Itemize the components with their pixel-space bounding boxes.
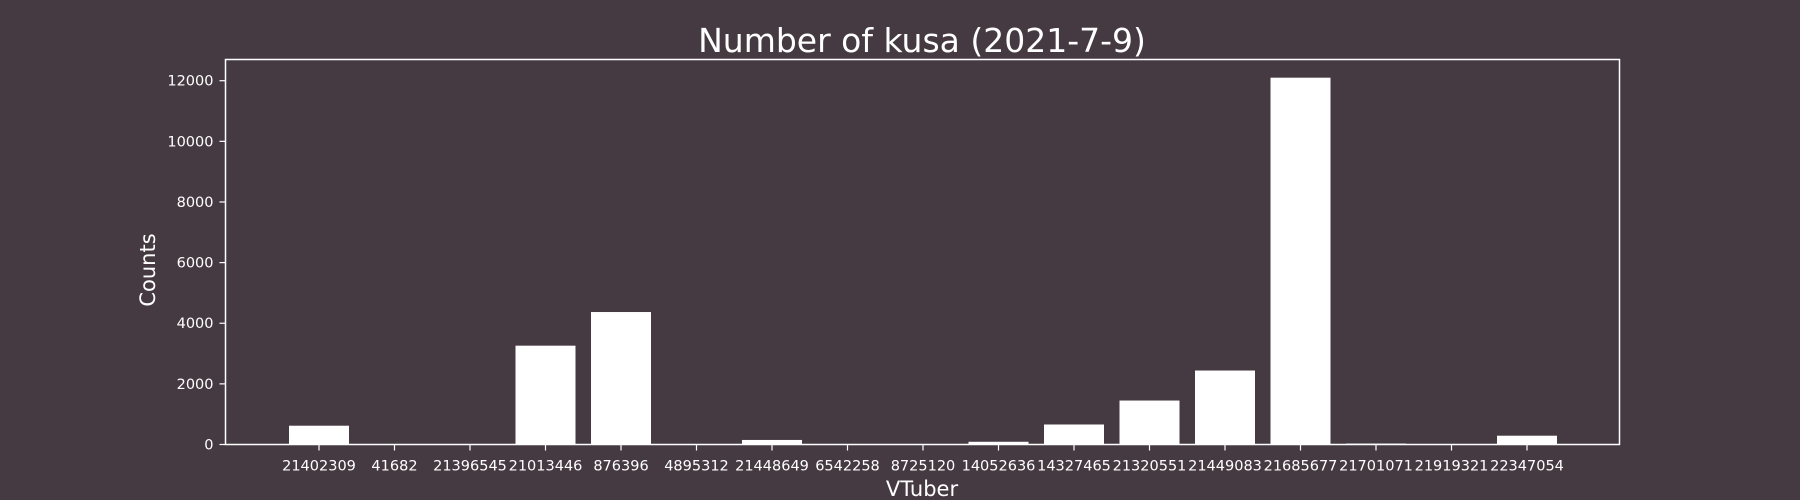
x-tick-label: 21402309 (282, 459, 356, 475)
chart-title: Number of kusa (2021-7-9) (698, 21, 1146, 60)
plot-area-frame (224, 58, 1621, 446)
x-tick-label: 21701071 (1339, 459, 1413, 475)
y-tick-label: 8000 (177, 195, 214, 211)
bar-series (289, 77, 1557, 445)
bar-21448649 (742, 439, 802, 445)
bar-21320551 (1119, 400, 1180, 445)
bar-22347054 (1497, 435, 1557, 445)
x-tick-label: 6542258 (815, 459, 880, 475)
x-tick-label: 21448649 (735, 459, 809, 475)
bar-14327465 (1044, 424, 1104, 445)
x-tick-label: 14052636 (962, 459, 1036, 475)
x-axis-title: VTuber (886, 477, 959, 500)
y-tick-label: 6000 (177, 256, 214, 272)
x-tick-label: 4895312 (664, 459, 729, 475)
bar-21449083 (1195, 370, 1255, 445)
x-tick-label: 21013446 (509, 459, 583, 475)
x-tick-label: 21320551 (1113, 459, 1187, 475)
bar-21013446 (515, 345, 576, 445)
bar-21402309 (289, 425, 349, 445)
x-axis: 21402309 41682 21396545 21013446 876396 48953… (282, 444, 1564, 475)
x-tick-label: 41682 (371, 459, 417, 475)
x-tick-label: 14327465 (1037, 459, 1111, 475)
y-axis: 0 2000 4000 6000 8000 10000 12000 (167, 74, 226, 454)
bar-876396 (591, 312, 651, 445)
x-tick-label: 22347054 (1490, 459, 1564, 475)
x-tick-label: 21396545 (433, 459, 507, 475)
y-axis-title: Counts (136, 233, 160, 306)
bar-21701071 (1346, 443, 1406, 445)
x-tick-label: 8725120 (891, 459, 956, 475)
y-tick-label: 0 (204, 438, 213, 454)
y-tick-label: 2000 (177, 377, 214, 393)
x-tick-label: 876396 (593, 459, 648, 475)
x-tick-label: 21449083 (1188, 459, 1262, 475)
x-tick-label: 21685677 (1264, 459, 1338, 475)
bar-14052636 (968, 441, 1029, 445)
bar-21685677 (1270, 77, 1331, 445)
y-tick-label: 10000 (167, 134, 213, 150)
y-tick-label: 12000 (167, 74, 213, 90)
x-tick-label: 21919321 (1415, 459, 1489, 475)
y-tick-label: 4000 (177, 316, 214, 332)
